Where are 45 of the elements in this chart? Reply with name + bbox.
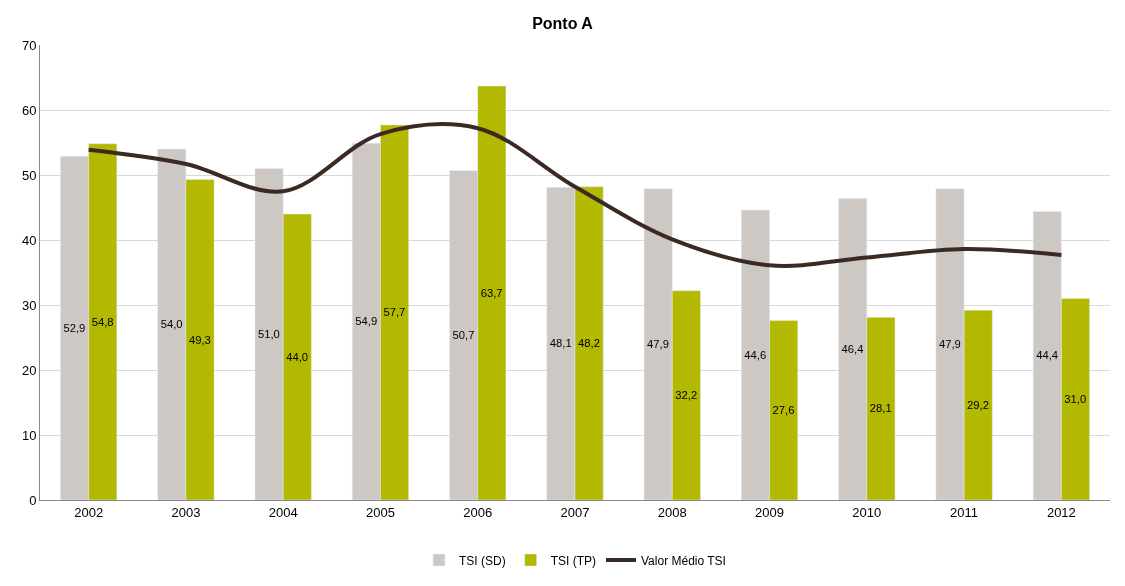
data-label: 28,1 xyxy=(869,402,892,415)
data-label: 49,3 xyxy=(188,333,211,346)
data-label: 32,2 xyxy=(675,389,698,402)
chart-title: Ponto A xyxy=(532,14,594,32)
x-tick-label: 2012 xyxy=(1046,504,1076,520)
data-label: 48,2 xyxy=(578,337,600,350)
data-label: 57,7 xyxy=(383,306,406,319)
data-label: 50,7 xyxy=(452,328,475,341)
legend-label: Valor Médio TSI xyxy=(641,553,726,568)
y-tick-label: 40 xyxy=(21,232,37,248)
y-tick-label: 50 xyxy=(21,167,37,183)
data-label: 63,7 xyxy=(480,286,503,299)
y-tick-label: 30 xyxy=(21,297,37,313)
x-tick-label: 2009 xyxy=(755,504,785,520)
x-tick-label: 2002 xyxy=(74,504,104,520)
x-tick-label: 2004 xyxy=(268,504,298,520)
x-tick-label: 2008 xyxy=(657,504,687,520)
legend-label: TSI (SD) xyxy=(459,553,506,568)
data-label: 47,9 xyxy=(647,338,669,351)
data-label: 46,4 xyxy=(841,342,864,355)
data-label: 29,2 xyxy=(967,398,989,411)
data-label: 44,6 xyxy=(744,348,767,361)
data-label: 48,1 xyxy=(549,337,572,350)
y-tick-label: 10 xyxy=(21,427,37,443)
data-label: 27,6 xyxy=(772,404,795,417)
data-label: 54,9 xyxy=(355,315,378,328)
x-tick-label: 2007 xyxy=(560,504,590,520)
y-tick-label: 0 xyxy=(29,492,37,508)
data-label: 44,4 xyxy=(1036,349,1059,362)
legend-label: TSI (TP) xyxy=(550,553,596,568)
y-tick-label: 60 xyxy=(21,102,37,118)
x-tick-label: 2006 xyxy=(463,504,493,520)
data-label: 44,0 xyxy=(286,350,309,363)
x-tick-label: 2005 xyxy=(365,504,395,520)
y-tick-label: 20 xyxy=(21,362,37,378)
x-tick-label: 2011 xyxy=(950,504,979,520)
x-tick-label: 2010 xyxy=(852,504,882,520)
y-tick-label: 70 xyxy=(21,37,37,53)
data-label: 31,0 xyxy=(1064,393,1087,405)
data-label: 54,8 xyxy=(91,315,114,328)
data-label: 47,9 xyxy=(938,338,961,351)
data-label: 52,9 xyxy=(63,321,86,334)
data-label: 51,0 xyxy=(257,328,280,340)
data-label: 54,0 xyxy=(160,318,183,331)
x-tick-label: 2003 xyxy=(171,504,201,520)
